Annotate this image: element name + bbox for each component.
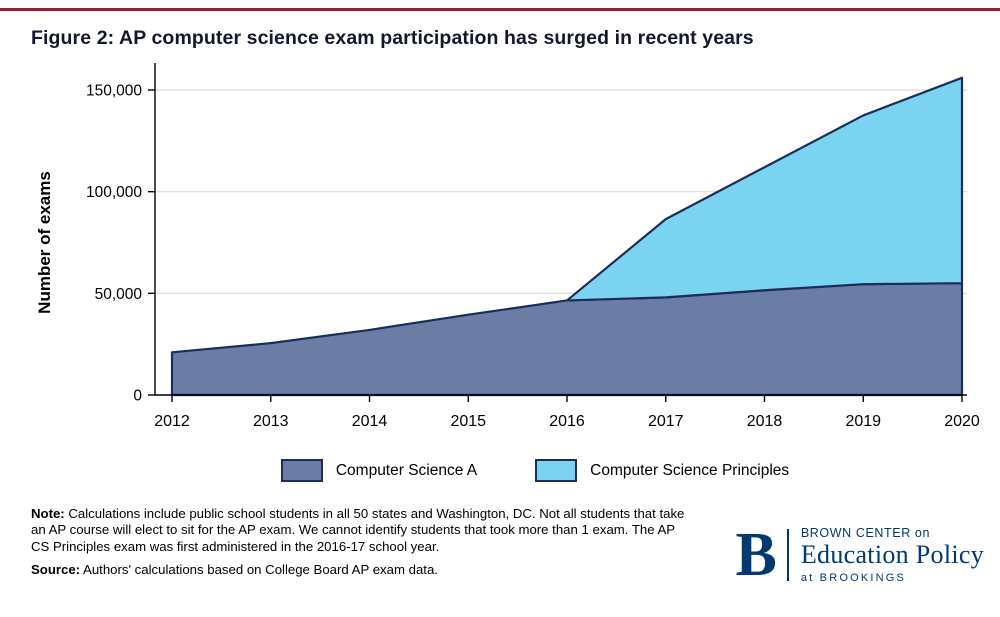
svg-text:150,000: 150,000 (86, 83, 142, 100)
svg-text:Number of exams: Number of exams (35, 171, 54, 314)
logo-text: BROWN CENTER on Education Policy at BROO… (801, 526, 984, 585)
top-rule (0, 8, 1000, 11)
note-label: Note: (31, 506, 65, 521)
note-paragraph: Note: Calculations include public school… (31, 506, 686, 555)
exam-participation-area-chart: 0 50,000 100,000 150,000 2012 2013 2014 2015 201… (35, 63, 980, 430)
svg-text:2018: 2018 (747, 413, 783, 430)
svg-text:0: 0 (133, 388, 142, 405)
legend-swatch-cs-a (280, 459, 323, 482)
source-label: Source: (31, 562, 81, 578)
logo-divider (786, 529, 789, 582)
svg-text:2019: 2019 (845, 413, 881, 430)
notes: Note: Calculations include public school… (31, 506, 686, 579)
svg-text:50,000: 50,000 (95, 286, 143, 303)
svg-text:2015: 2015 (450, 413, 486, 430)
brookings-logo: B BROWN CENTER on Education Policy at BR… (735, 520, 984, 589)
legend-item-cs-a: Computer Science A (280, 459, 478, 482)
svg-text:2013: 2013 (253, 413, 289, 430)
logo-at-brookings: at BROOKINGS (800, 572, 907, 585)
logo-b: B (735, 520, 777, 589)
legend-label-cs-principles: Computer Science Principles (590, 461, 790, 479)
legend-swatch-cs-principles (535, 459, 578, 482)
svg-text:100,000: 100,000 (86, 184, 142, 201)
chart-legend: Computer Science A Computer Science Prin… (0, 459, 1000, 482)
source-paragraph: Source: Authors' calculations based on C… (31, 562, 686, 578)
svg-text:2020: 2020 (944, 413, 980, 430)
legend-label-cs-a: Computer Science A (335, 461, 478, 479)
logo-brown-center: BROWN CENTER on (800, 526, 930, 540)
note-body: Calculations include public school stude… (31, 506, 685, 554)
svg-text:2014: 2014 (352, 413, 388, 430)
legend-item-cs-principles: Computer Science Principles (535, 459, 789, 482)
svg-text:2012: 2012 (154, 413, 190, 430)
source-body: Authors' calculations based on College B… (80, 562, 438, 578)
logo-education-policy: Education Policy (800, 540, 984, 570)
figure-title: Figure 2: AP computer science exam parti… (31, 27, 754, 49)
svg-text:2017: 2017 (648, 413, 684, 430)
svg-text:2016: 2016 (549, 413, 585, 430)
